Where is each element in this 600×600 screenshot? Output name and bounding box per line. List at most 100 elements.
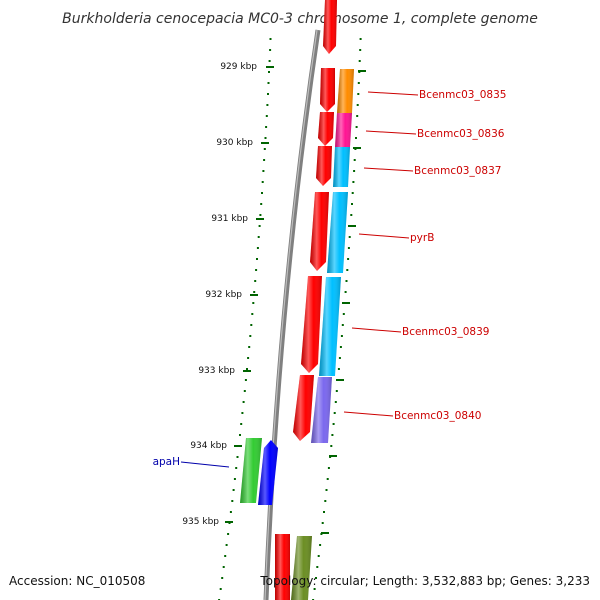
track-dot: [225, 544, 228, 546]
gene-labels: Bcenmc03_0835 Bcenmc03_0836 Bcenmc03_083…: [153, 89, 507, 468]
tick-label: 932 kbp: [205, 290, 242, 300]
track-dot: [265, 115, 268, 117]
track-dot: [227, 533, 230, 535]
track-dot: [241, 412, 244, 414]
track-dot: [359, 38, 362, 40]
gene-bcenmc03-0836[interactable]: [335, 113, 352, 147]
track-dot: [355, 137, 357, 139]
svg-text:Bcenmc03_0837: Bcenmc03_0837: [414, 165, 501, 177]
map-title: Burkholderia cenocepacia MC0-3 chromosom…: [62, 11, 538, 27]
track-dot: [260, 203, 263, 205]
track-dot: [342, 313, 345, 315]
tick-group: 929 kbp 930 kbp 931 kbp 932 kbp 933 kbp …: [182, 62, 366, 534]
gene-apah[interactable]: [258, 440, 278, 505]
tick-931: 931 kbp: [211, 214, 264, 224]
cds-segment[interactable]: [293, 375, 314, 441]
label-bcenmc03-0837[interactable]: Bcenmc03_0837: [363, 165, 501, 177]
gene-bcenmc03-0840[interactable]: [311, 377, 332, 443]
track-dot: [249, 335, 252, 337]
track-dot: [352, 181, 355, 183]
gene-olive[interactable]: [291, 536, 312, 600]
track-dot: [325, 489, 328, 491]
track-dot: [256, 258, 258, 260]
genome-summary-text: Topology: circular; Length: 3,532,883 bp…: [260, 574, 590, 588]
cds-track: [275, 0, 337, 600]
track-dot: [331, 434, 334, 436]
track-dot: [337, 368, 340, 370]
track-dot: [263, 148, 266, 150]
track-dot: [316, 566, 319, 568]
track-dot: [356, 115, 359, 117]
track-dot: [268, 71, 270, 73]
cds-segment[interactable]: [310, 192, 329, 271]
track-dot: [269, 38, 272, 40]
track-dot: [323, 511, 325, 513]
gene-green[interactable]: [240, 438, 262, 503]
gene-bcenmc03-0835[interactable]: [337, 69, 354, 113]
track-dot: [334, 401, 337, 403]
accession-text: Accession: NC_010508: [9, 574, 146, 588]
track-dot: [265, 126, 268, 128]
track-dot: [258, 225, 261, 227]
track-dot: [221, 577, 224, 579]
tick-934: 934 kbp: [190, 441, 242, 451]
svg-text:pyrB: pyrB: [410, 232, 434, 244]
gene-bcenmc03-0837[interactable]: [333, 147, 350, 187]
track-dot: [333, 412, 336, 414]
track-dot: [264, 137, 267, 139]
track-dot: [330, 445, 333, 447]
track-dot: [319, 544, 322, 546]
track-dot: [253, 291, 256, 293]
track-dot: [254, 280, 257, 282]
cds-segment[interactable]: [320, 68, 335, 112]
track-dot: [350, 214, 353, 216]
track-dot: [244, 379, 247, 381]
tick-label: 929 kbp: [220, 62, 257, 72]
track-dot: [252, 302, 255, 304]
track-dot: [341, 324, 344, 326]
tick-935: 935 kbp: [182, 517, 233, 527]
track-dot: [233, 478, 236, 480]
cds-segment[interactable]: [318, 112, 334, 146]
gene-bcenmc03-0839[interactable]: [319, 277, 341, 376]
tick-label: 935 kbp: [182, 517, 219, 527]
track-dot: [267, 82, 270, 84]
track-dot: [266, 104, 269, 106]
label-bcenmc03-0836[interactable]: Bcenmc03_0836: [365, 128, 505, 140]
cds-segment[interactable]: [275, 534, 290, 600]
track-dot: [259, 214, 262, 216]
track-dot: [263, 159, 266, 161]
track-dot: [351, 192, 354, 194]
track-dot: [344, 291, 347, 293]
tick-932: 932 kbp: [205, 290, 258, 300]
genome-backbone-highlight: [264, 29, 318, 600]
track-dot: [256, 247, 259, 249]
track-dot: [358, 60, 361, 62]
track-dot: [229, 511, 232, 513]
track-dot: [321, 522, 324, 524]
label-bcenmc03-0835[interactable]: Bcenmc03_0835: [367, 89, 506, 101]
cds-segment[interactable]: [301, 276, 322, 373]
inner-tick-track: [218, 38, 272, 600]
track-dot: [315, 577, 317, 579]
track-dot: [231, 500, 234, 502]
label-bcenmc03-0839[interactable]: Bcenmc03_0839: [351, 326, 489, 338]
label-pyrb[interactable]: pyrB: [358, 232, 434, 244]
track-dot: [267, 93, 269, 95]
track-dot: [347, 247, 350, 249]
cds-segment[interactable]: [323, 0, 337, 54]
tick-label: 930 kbp: [216, 138, 253, 148]
track-dot: [268, 60, 271, 62]
label-apah[interactable]: apaH: [153, 456, 230, 468]
tick-label: 933 kbp: [198, 366, 235, 376]
track-dot: [219, 588, 222, 590]
track-dot: [224, 555, 227, 557]
track-dot: [317, 555, 320, 557]
track-dot: [332, 423, 335, 425]
tick-933: 933 kbp: [198, 366, 251, 376]
label-bcenmc03-0840[interactable]: Bcenmc03_0840: [343, 410, 481, 422]
cds-segment[interactable]: [316, 146, 332, 186]
track-dot: [338, 357, 341, 359]
gene-pyrb[interactable]: [327, 192, 348, 273]
